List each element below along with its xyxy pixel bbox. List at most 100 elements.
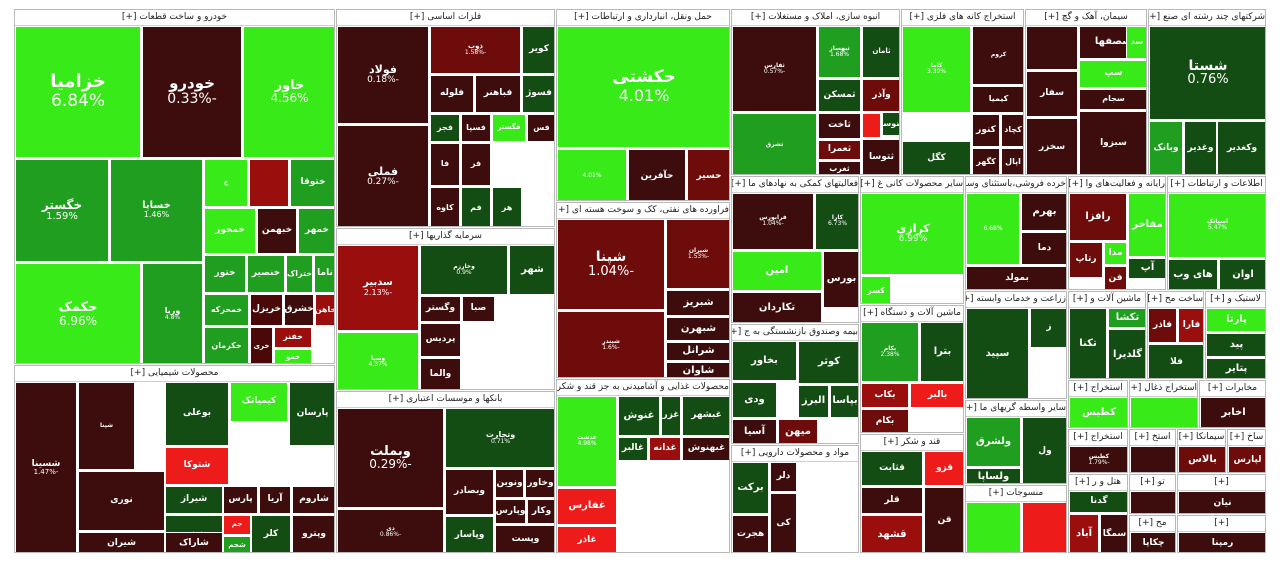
sector-title-expand[interactable]: اطلاعات و ارتباطات [+] (1168, 177, 1265, 193)
stock-tile[interactable]: کگل (902, 141, 971, 174)
stock-tile[interactable]: خریزل (250, 294, 283, 326)
stock-tile[interactable]: خبهمن (257, 208, 297, 254)
sector-title-expand[interactable]: استخراج ذغال [+] (1130, 381, 1197, 397)
stock-tile[interactable]: سمگا (1100, 514, 1127, 552)
sector-title-expand[interactable]: انبوه سازی، املاک و مستغلات [+] (732, 10, 899, 26)
sector-title-expand[interactable]: سیمان، آهک و گچ [+] (1026, 10, 1146, 26)
sector-title-expand[interactable]: منسوجات [+] (966, 486, 1066, 502)
stock-tile[interactable]: کنور (972, 114, 1000, 147)
stock-tile[interactable]: پارس (223, 486, 258, 514)
stock-tile[interactable]: دلر (770, 462, 797, 492)
stock-tile[interactable]: وبصادر (445, 469, 494, 515)
stock-tile[interactable]: شجم (223, 536, 251, 552)
stock-tile[interactable]: نوری (78, 471, 165, 531)
stock-tile[interactable]: شپنا -1.04% (557, 219, 665, 310)
stock-tile[interactable]: تکنا (1069, 308, 1107, 378)
stock-tile[interactable]: میهن (778, 419, 818, 443)
stock-tile[interactable]: سپ (1079, 60, 1146, 88)
stock-tile[interactable]: فر (461, 143, 491, 186)
stock-tile[interactable]: ثغرب (818, 161, 861, 174)
stock-tile[interactable]: گلدیرا (1108, 329, 1145, 378)
stock-tile[interactable]: حآفرین (628, 149, 686, 200)
stock-tile[interactable]: شاوان (666, 362, 729, 377)
stock-tile[interactable]: سپید (966, 308, 1029, 398)
stock-tile[interactable]: دی -0.86% (337, 509, 444, 552)
stock-tile[interactable]: فرابورس -1.04% (732, 193, 814, 250)
stock-tile[interactable]: ثامان (862, 26, 899, 78)
stock-tile[interactable]: کی (770, 493, 797, 552)
sector-title-expand[interactable]: محصولات شیمیایی [+] (15, 366, 334, 382)
sector-title-expand[interactable]: رایانه و فعالیت‌های وا [+] (1069, 177, 1165, 193)
stock-tile[interactable]: ختور (204, 255, 246, 293)
sector-title-expand[interactable]: استخراج [+] (1069, 381, 1127, 397)
stock-tile[interactable]: خمحور (204, 208, 256, 254)
stock-tile[interactable]: وگستر (420, 296, 461, 322)
stock-tile[interactable]: پارسان (289, 382, 334, 446)
stock-tile[interactable]: 6.68% (966, 193, 1020, 265)
sector-title-expand[interactable]: زراعت و خدمات وابسته [+] (966, 292, 1066, 308)
stock-tile[interactable]: هجرت (732, 515, 769, 552)
stock-tile[interactable]: فا (430, 143, 460, 186)
stock-tile[interactable]: ناما (314, 255, 334, 293)
stock-tile[interactable]: شاروم (292, 486, 334, 514)
sector-title-expand[interactable]: هتل و ر [+] (1069, 475, 1127, 491)
stock-tile[interactable]: شسینا -1.47% (15, 382, 77, 552)
sector-title-expand[interactable]: فراورده های نفتی، کک و سوخت هسته ای [+] (557, 203, 729, 219)
stock-tile[interactable]: کیمیاتک (230, 382, 288, 422)
stock-tile[interactable]: خری (250, 327, 273, 363)
stock-tile[interactable]: اخابر (1200, 397, 1265, 427)
stock-tile[interactable]: اسیاتک 5.47% (1168, 193, 1265, 258)
stock-tile[interactable]: شبندر -1.6% (557, 311, 665, 377)
stock-tile[interactable]: سجام (1079, 89, 1146, 110)
stock-tile[interactable]: کوثر (798, 341, 858, 384)
stock-tile[interactable]: خمهر (298, 208, 334, 254)
stock-tile[interactable]: ونوین (495, 469, 524, 498)
stock-tile[interactable]: شبریز (666, 290, 729, 316)
stock-tile[interactable]: خشرق (284, 294, 314, 326)
sector-title-expand[interactable]: بیمه وصندوق بازنشستگی به ج [+] (732, 325, 858, 341)
stock-tile[interactable]: اپال (1001, 148, 1023, 174)
sector-title-expand[interactable]: فعالیتهای کمکی به نهادهای ما [+] (732, 177, 858, 193)
stock-tile[interactable]: سخزر (1026, 118, 1078, 174)
stock-tile[interactable]: کطبس -1.79% (1069, 446, 1127, 472)
stock-tile[interactable]: های وب (1168, 259, 1218, 289)
stock-tile[interactable]: خکرمان (204, 327, 249, 363)
stock-tile[interactable]: غدانه (649, 437, 681, 461)
stock-tile[interactable]: پید (1206, 333, 1265, 357)
stock-tile[interactable]: غبهنوش (682, 437, 729, 461)
stock-tile[interactable]: فگستر (492, 114, 526, 142)
stock-tile[interactable]: قن (924, 487, 963, 552)
stock-tile[interactable]: بمولد (966, 266, 1066, 289)
stock-tile[interactable] (1130, 491, 1175, 513)
stock-tile[interactable]: جم (223, 515, 251, 535)
sector-title-expand[interactable]: سیمانکا [+] (1178, 430, 1225, 446)
stock-tile[interactable]: قزو (924, 451, 963, 486)
stock-tile[interactable]: وپاسار (445, 516, 494, 552)
sector-title-expand[interactable]: [+] (1178, 516, 1265, 532)
stock-tile[interactable]: غنوش (618, 396, 660, 436)
stock-tile[interactable]: خودرو -0.33% (142, 26, 242, 158)
stock-tile[interactable]: وکار (527, 499, 554, 524)
stock-tile[interactable]: فم (461, 187, 491, 226)
stock-tile[interactable]: بکاب (861, 383, 909, 408)
stock-tile[interactable]: چکاپا (1130, 532, 1175, 552)
stock-tile[interactable]: ثاخت (818, 113, 861, 139)
sector-title-expand[interactable]: سرمایه گذاریها [+] (337, 229, 554, 245)
stock-tile[interactable]: وآذر (862, 79, 899, 112)
stock-tile[interactable]: شاراک (165, 532, 223, 552)
stock-tile[interactable] (1022, 502, 1066, 552)
stock-tile[interactable]: ول (1022, 417, 1066, 483)
stock-tile[interactable]: کاوه (430, 187, 460, 226)
stock-tile[interactable]: غزر (661, 396, 681, 436)
stock-tile[interactable] (1130, 397, 1197, 427)
stock-tile[interactable]: قثابت (861, 451, 923, 486)
sector-title-expand[interactable]: خرده فروشی،باستثنای وسایل [+] (966, 177, 1066, 193)
stock-tile[interactable]: رمپنا (1178, 532, 1265, 552)
sector-title-expand[interactable]: ماشین آلات و دستگاه [+] (861, 306, 963, 322)
stock-tile[interactable]: والما (420, 358, 461, 389)
stock-tile[interactable]: تکشا (1108, 308, 1145, 328)
stock-tile[interactable]: حکمک 6.96% (15, 263, 141, 363)
stock-tile[interactable] (1026, 26, 1078, 70)
stock-tile[interactable]: گدنا (1069, 491, 1127, 513)
stock-tile[interactable]: فولاد -0.18% (337, 26, 429, 124)
